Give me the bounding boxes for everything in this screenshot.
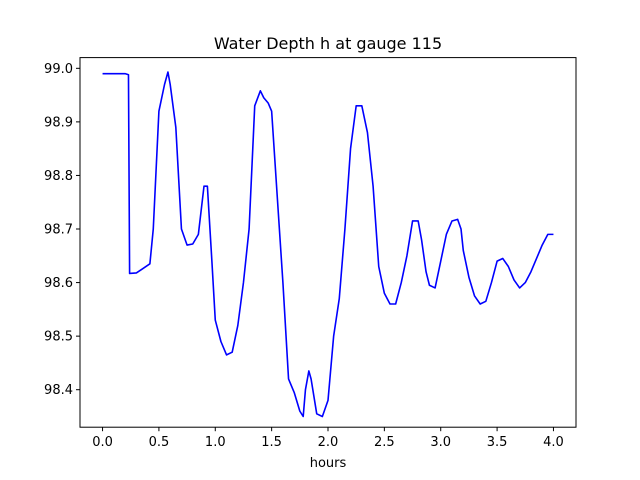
x-tick-label: 2.5 — [374, 435, 395, 450]
x-tick-label: 4.0 — [543, 435, 564, 450]
y-tick-label: 98.6 — [44, 276, 73, 291]
plot-area — [79, 57, 577, 428]
x-tick-label: 0.0 — [92, 435, 113, 450]
y-tick-label: 98.9 — [44, 115, 73, 130]
series-layer — [102, 71, 554, 418]
y-tick-label: 98.5 — [44, 330, 73, 345]
y-tick-label: 98.8 — [44, 169, 73, 184]
x-axis-label: hours — [310, 456, 347, 471]
x-tick-label: 1.5 — [261, 435, 282, 450]
y-tick-label: 98.4 — [44, 383, 73, 398]
x-axis: 0.0 0.5 1.0 1.5 2.0 2.5 3.0 3.5 4.0 — [92, 427, 564, 450]
x-tick-label: 0.5 — [149, 435, 170, 450]
x-tick-label: 3.5 — [487, 435, 508, 450]
x-tick-label: 3.0 — [430, 435, 451, 450]
y-axis: 98.4 98.5 98.6 98.7 98.8 98.9 99.0 — [44, 62, 80, 398]
x-tick-label: 1.0 — [205, 435, 226, 450]
x-tick-label: 2.0 — [318, 435, 339, 450]
y-tick-label: 99.0 — [44, 62, 73, 77]
chart-title: Water Depth h at gauge 115 — [214, 34, 442, 53]
series-line — [102, 71, 554, 418]
y-tick-label: 98.7 — [44, 223, 73, 238]
